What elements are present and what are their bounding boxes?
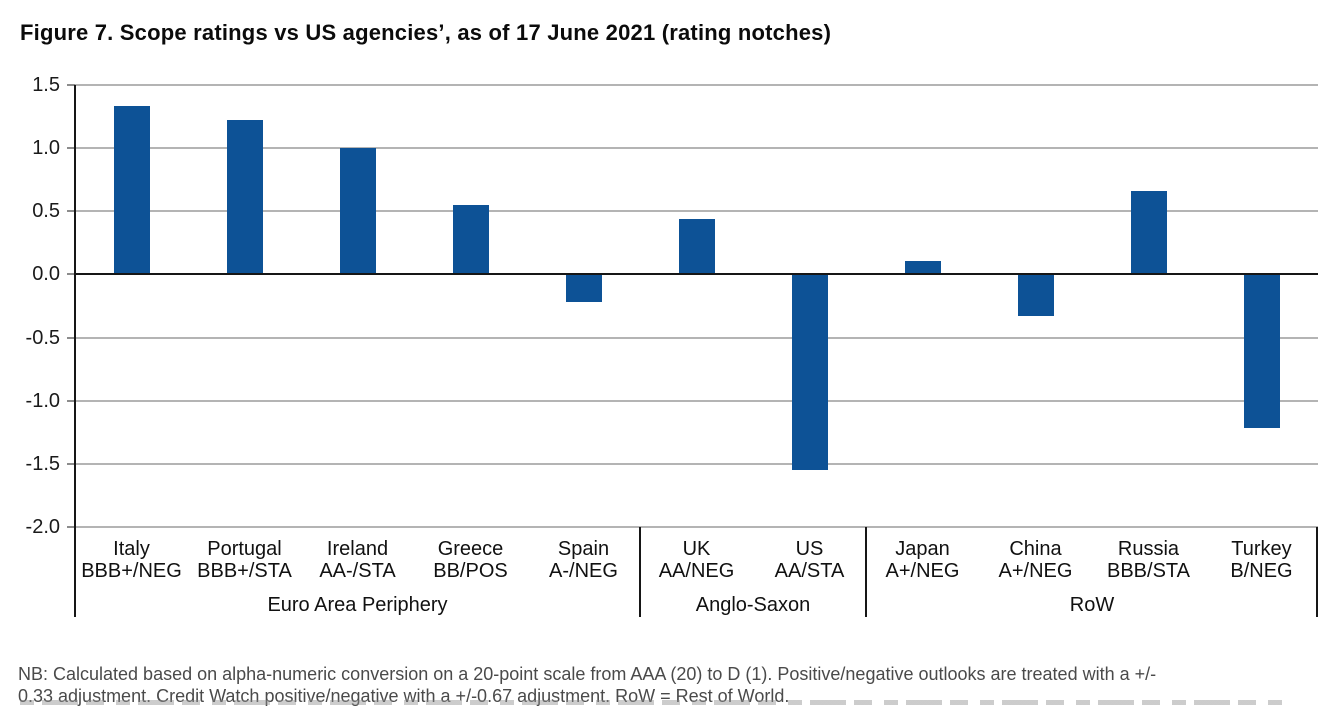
y-tick-label: -1.0 — [25, 389, 60, 412]
category-country: Japan — [895, 538, 950, 560]
gridline — [75, 147, 1318, 150]
y-tick-label: 1.0 — [32, 137, 60, 160]
nb-note-line1: NB: Calculated based on alpha-numeric co… — [18, 664, 1157, 684]
y-axis-tick — [67, 526, 75, 528]
bar-uk — [678, 218, 715, 275]
category-label: Portugal BBB+/STA — [188, 538, 301, 582]
category-country: Greece — [437, 538, 504, 560]
category-rating: AA/STA — [774, 560, 845, 582]
category-rating: BBB+/STA — [197, 560, 292, 582]
bar-ireland — [339, 148, 376, 275]
zero-line — [75, 273, 1318, 276]
bar-spain — [565, 274, 602, 303]
gridline — [75, 399, 1318, 402]
group-label: Anglo-Saxon — [695, 594, 811, 616]
category-rating: AA/NEG — [658, 560, 735, 582]
category-country: Italy — [113, 538, 150, 560]
category-rating: A+/NEG — [885, 560, 960, 582]
y-tick-label: 0.5 — [32, 200, 60, 223]
category-country: Russia — [1117, 538, 1180, 560]
y-tick-label: -0.5 — [25, 326, 60, 349]
category-rating: BBB+/NEG — [81, 560, 182, 582]
y-axis-tick — [67, 399, 75, 402]
category-country: Ireland — [326, 538, 389, 560]
group-divider — [865, 527, 867, 617]
bar-china — [1017, 274, 1054, 317]
category-country: Turkey — [1231, 538, 1292, 560]
y-axis-tick — [67, 462, 75, 465]
group-label: RoW — [1069, 594, 1115, 616]
category-label: US AA/STA — [753, 538, 866, 582]
category-label: Ireland AA-/STA — [301, 538, 414, 582]
bar-italy — [113, 106, 150, 275]
category-rating: A+/NEG — [998, 560, 1073, 582]
y-tick-label: -1.5 — [25, 452, 60, 475]
nb-note-line2: 0.33 adjustment. Credit Watch positive/n… — [18, 686, 790, 706]
figure-title: Figure 7. Scope ratings vs US agencies’,… — [20, 20, 832, 45]
category-label: Greece BB/POS — [414, 538, 527, 582]
gridline — [75, 462, 1318, 465]
category-country: Spain — [557, 538, 610, 560]
category-rating: B/NEG — [1230, 560, 1293, 582]
cropped-text-artifact — [20, 700, 1290, 705]
gridline — [75, 210, 1318, 213]
category-country: Portugal — [207, 538, 282, 560]
category-rating: AA-/STA — [319, 560, 396, 582]
category-label: Spain A-/NEG — [527, 538, 640, 582]
category-rating: A-/NEG — [549, 560, 618, 582]
y-tick-label: -2.0 — [25, 516, 60, 538]
y-axis-tick — [67, 84, 75, 86]
category-label: China A+/NEG — [979, 538, 1092, 582]
category-label: Italy BBB+/NEG — [75, 538, 188, 582]
category-country: US — [795, 538, 824, 560]
y-axis-tick — [67, 210, 75, 213]
nb-note: NB: Calculated based on alpha-numeric co… — [18, 663, 1320, 707]
y-tick-label: 1.5 — [32, 74, 60, 96]
y-axis-tick — [67, 147, 75, 150]
category-rating: BBB/STA — [1107, 560, 1190, 582]
group-label: Euro Area Periphery — [267, 594, 448, 616]
bar-turkey — [1243, 274, 1280, 429]
bar-portugal — [226, 120, 263, 275]
bar-us — [791, 274, 828, 471]
category-country: China — [1009, 538, 1062, 560]
group-divider — [639, 527, 641, 617]
category-rating: BB/POS — [433, 560, 508, 582]
gridline — [75, 84, 1318, 86]
y-tick-label: 0.0 — [32, 263, 60, 286]
group-divider — [74, 527, 76, 617]
bar-japan — [904, 260, 941, 275]
gridline — [75, 526, 1318, 528]
category-label: Japan A+/NEG — [866, 538, 979, 582]
y-axis-tick — [67, 273, 75, 276]
y-axis-line — [74, 85, 76, 617]
bar-greece — [452, 204, 489, 275]
category-country: UK — [682, 538, 711, 560]
category-label: Russia BBB/STA — [1092, 538, 1205, 582]
gridline — [75, 336, 1318, 339]
bar-russia — [1130, 191, 1167, 275]
group-divider — [1316, 527, 1318, 617]
y-axis-tick — [67, 336, 75, 339]
category-label: Turkey B/NEG — [1205, 538, 1318, 582]
category-label: UK AA/NEG — [640, 538, 753, 582]
